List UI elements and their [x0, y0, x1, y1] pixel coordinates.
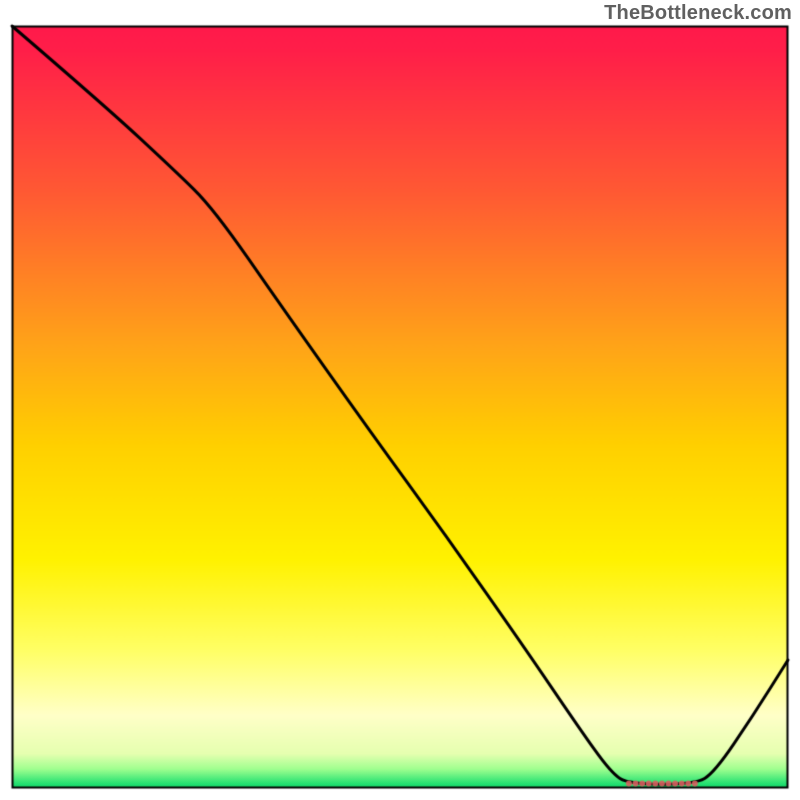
attribution-label: TheBottleneck.com [604, 2, 792, 25]
chart-root: TheBottleneck.com [0, 0, 800, 800]
bottleneck-chart-canvas [0, 0, 800, 800]
